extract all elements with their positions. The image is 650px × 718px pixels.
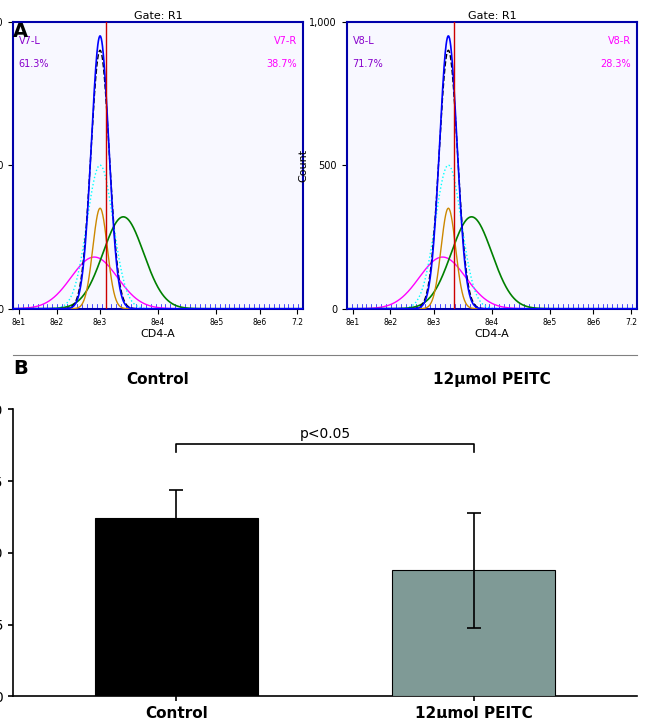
Text: 71.7%: 71.7% bbox=[352, 59, 383, 69]
Title: Gate: R1: Gate: R1 bbox=[134, 11, 183, 21]
Text: 38.7%: 38.7% bbox=[266, 59, 298, 69]
Text: B: B bbox=[13, 359, 28, 378]
Text: V8-R: V8-R bbox=[608, 36, 631, 46]
X-axis label: CD4-A: CD4-A bbox=[141, 329, 176, 339]
Text: 12μmol PEITC: 12μmol PEITC bbox=[433, 372, 551, 387]
Title: Gate: R1: Gate: R1 bbox=[467, 11, 516, 21]
Y-axis label: Count: Count bbox=[298, 149, 308, 182]
Bar bbox=[392, 570, 555, 696]
Text: 61.3%: 61.3% bbox=[19, 59, 49, 69]
Bar bbox=[95, 518, 258, 696]
Text: V8-L: V8-L bbox=[352, 36, 374, 46]
X-axis label: CD4-A: CD4-A bbox=[474, 329, 509, 339]
Text: V7-L: V7-L bbox=[19, 36, 41, 46]
Text: A: A bbox=[13, 22, 28, 40]
Text: p<0.05: p<0.05 bbox=[300, 427, 350, 441]
Text: Control: Control bbox=[127, 372, 190, 387]
Text: 28.3%: 28.3% bbox=[601, 59, 631, 69]
Text: V7-R: V7-R bbox=[274, 36, 298, 46]
